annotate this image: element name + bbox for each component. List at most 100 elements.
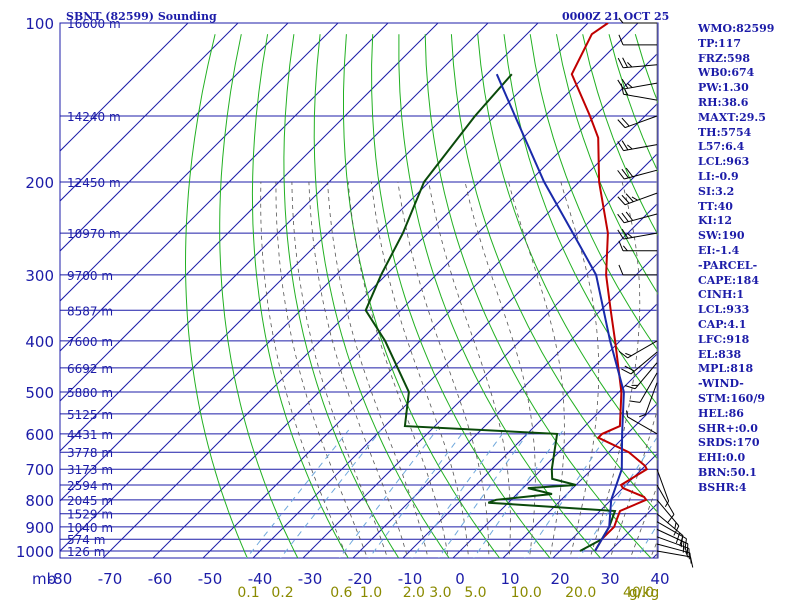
wind-barb-flag	[621, 78, 629, 89]
isotherm-line	[60, 23, 289, 252]
wind-barb	[656, 484, 675, 524]
wind-barb	[618, 17, 657, 24]
wind-barb-shaft	[639, 372, 658, 403]
stat-row: MAXT:29.5	[698, 110, 766, 124]
mixing-ratio-line	[438, 429, 531, 558]
dewpoint-profile	[364, 73, 617, 552]
stat-row: SHR+:0.0	[698, 421, 758, 435]
stat-row: -WIND-	[698, 377, 744, 391]
stat-row: KI:12	[698, 214, 733, 228]
wind-barb-flag	[620, 83, 625, 95]
wind-barb-shaft	[656, 513, 684, 536]
wind-barb	[617, 228, 658, 240]
dry-adiabat	[251, 34, 349, 558]
wind-barb	[624, 362, 658, 390]
sounding-profiles	[364, 23, 649, 552]
pressure-tick-label: 500	[25, 384, 54, 402]
isotherm-line	[502, 402, 658, 558]
pressure-tick-label: 100	[25, 15, 54, 33]
wind-barb	[617, 115, 658, 129]
sounding-datetime: 0000Z 21 OCT 25	[562, 10, 669, 23]
dry-adiabat	[371, 34, 551, 558]
height-label: 126 m	[67, 545, 105, 559]
stat-row: LFC:918	[698, 332, 750, 346]
mixing-ratio-line	[280, 429, 382, 558]
stat-row: WMO:82599	[698, 22, 775, 35]
wind-barb-flag	[618, 264, 624, 276]
mixing-ratio-label: 5.0	[464, 585, 486, 600]
height-label: 7600 m	[67, 335, 113, 349]
isotherm-line	[552, 452, 658, 558]
wind-barb-flag	[621, 368, 632, 375]
stat-row: BRN:50.1	[698, 465, 757, 479]
wind-barb	[626, 410, 658, 435]
wind-barb-flag	[618, 34, 624, 46]
wind-barb-flag	[625, 167, 634, 177]
wind-barb-shaft	[623, 232, 658, 240]
wind-barb-column	[617, 17, 694, 568]
wind-barb-flag	[622, 245, 628, 252]
temperature-tick-label: 10	[500, 570, 519, 588]
height-label: 16600 m	[67, 17, 121, 31]
wind-barb-shaft	[624, 115, 658, 129]
wind-barb-flag	[666, 514, 675, 524]
moist-adiabat	[327, 181, 429, 558]
moist-adiabat	[371, 181, 469, 558]
height-label: 12450 m	[67, 176, 121, 190]
mixing-ratio-label: 2.0	[403, 585, 425, 600]
stat-row: BSHR:4	[698, 480, 747, 494]
stat-row: LI:-0.9	[698, 169, 739, 183]
mixing-ratio-label: 3.0	[429, 585, 451, 600]
temperature-tick-label: 20	[550, 570, 569, 588]
wind-barb-shaft	[644, 382, 658, 415]
stat-row: STM:160/9	[698, 391, 765, 405]
moist-adiabat	[260, 181, 348, 558]
stat-row: EL:838	[698, 347, 742, 361]
mixing-ratio-line	[338, 429, 438, 558]
chart-background	[59, 22, 659, 559]
pressure-tick-label: 300	[25, 267, 54, 285]
wind-barb-flag	[674, 522, 677, 529]
wind-barb-shaft	[656, 550, 691, 558]
moist-adiabat	[291, 181, 388, 558]
wind-barb-flag	[624, 89, 629, 96]
mixing-ratio-label: 1.0	[360, 585, 382, 600]
dry-adiabat	[556, 34, 658, 295]
stat-row: LCL:963	[698, 155, 750, 169]
wind-barb-shaft	[656, 499, 680, 527]
dry-adiabat	[313, 34, 450, 558]
wind-barb-shaft	[623, 82, 658, 90]
dry-adiabat	[503, 34, 658, 407]
stat-row: PW:1.30	[698, 81, 749, 95]
stat-row: -PARCEL-	[698, 258, 758, 272]
wind-barb-shaft	[656, 521, 687, 540]
wind-barb-shaft	[624, 213, 658, 224]
wind-barb	[617, 78, 658, 90]
wind-barb-flag	[627, 144, 633, 150]
wind-barb	[617, 140, 658, 152]
wind-barb	[618, 340, 658, 359]
wind-barb-flag	[627, 62, 633, 68]
wind-barb-flag	[625, 193, 634, 203]
stat-row: LCL:933	[698, 303, 750, 317]
wind-barb	[618, 240, 657, 252]
wind-barb-shaft	[656, 469, 670, 502]
moist-adiabat	[609, 406, 658, 558]
wind-barb	[629, 372, 658, 403]
mixing-ratio-label: 10.0	[511, 585, 542, 600]
height-label: 2045 m	[67, 494, 113, 508]
wind-barb	[618, 264, 657, 276]
dry-adiabat	[283, 34, 400, 558]
wind-barb-shaft	[627, 416, 658, 435]
stat-row: RH:38.6	[698, 95, 749, 109]
wind-barb	[621, 351, 658, 375]
dry-adiabat	[219, 34, 299, 558]
mixing-ratio-line	[578, 435, 658, 558]
moist-adiabat	[428, 181, 511, 558]
dry-adiabat	[529, 34, 658, 352]
temperature-tick-label: 30	[600, 570, 619, 588]
isotherm-line	[252, 152, 658, 558]
wind-barb-flag	[621, 212, 629, 222]
isotherm-line	[60, 23, 589, 552]
